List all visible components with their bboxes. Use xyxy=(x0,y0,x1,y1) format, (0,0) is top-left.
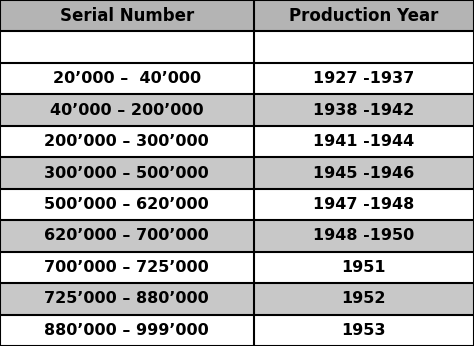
Text: 620’000 – 700’000: 620’000 – 700’000 xyxy=(45,228,209,243)
Text: 200’000 – 300’000: 200’000 – 300’000 xyxy=(45,134,209,149)
Text: Production Year: Production Year xyxy=(289,7,438,25)
Bar xyxy=(0,252,254,283)
Text: 1938 -1942: 1938 -1942 xyxy=(313,103,414,118)
Text: 1953: 1953 xyxy=(342,323,386,338)
Bar xyxy=(0,315,254,346)
Bar xyxy=(254,31,474,63)
Bar xyxy=(0,31,254,63)
Text: 1927 -1937: 1927 -1937 xyxy=(313,71,414,86)
Text: 1941 -1944: 1941 -1944 xyxy=(313,134,414,149)
Bar xyxy=(254,126,474,157)
Bar xyxy=(0,126,254,157)
Bar xyxy=(0,0,254,31)
Bar xyxy=(254,189,474,220)
Text: 20’000 –  40’000: 20’000 – 40’000 xyxy=(53,71,201,86)
Bar xyxy=(254,0,474,31)
Text: 1951: 1951 xyxy=(342,260,386,275)
Bar xyxy=(254,63,474,94)
Text: 880’000 – 999’000: 880’000 – 999’000 xyxy=(45,323,209,338)
Bar xyxy=(0,63,254,94)
Text: 300’000 – 500’000: 300’000 – 500’000 xyxy=(45,165,209,181)
Bar xyxy=(0,94,254,126)
Text: 725’000 – 880’000: 725’000 – 880’000 xyxy=(45,291,209,306)
Bar xyxy=(254,94,474,126)
Bar xyxy=(254,252,474,283)
Text: 1948 -1950: 1948 -1950 xyxy=(313,228,414,243)
Text: 1952: 1952 xyxy=(342,291,386,306)
Bar xyxy=(0,157,254,189)
Text: 500’000 – 620’000: 500’000 – 620’000 xyxy=(45,197,209,212)
Text: Serial Number: Serial Number xyxy=(60,7,194,25)
Bar xyxy=(254,283,474,315)
Bar xyxy=(0,283,254,315)
Bar xyxy=(254,220,474,252)
Text: 1947 -1948: 1947 -1948 xyxy=(313,197,414,212)
Bar xyxy=(0,220,254,252)
Bar xyxy=(254,157,474,189)
Bar xyxy=(0,189,254,220)
Text: 700’000 – 725’000: 700’000 – 725’000 xyxy=(45,260,209,275)
Bar xyxy=(254,315,474,346)
Text: 40’000 – 200’000: 40’000 – 200’000 xyxy=(50,103,204,118)
Text: 1945 -1946: 1945 -1946 xyxy=(313,165,414,181)
